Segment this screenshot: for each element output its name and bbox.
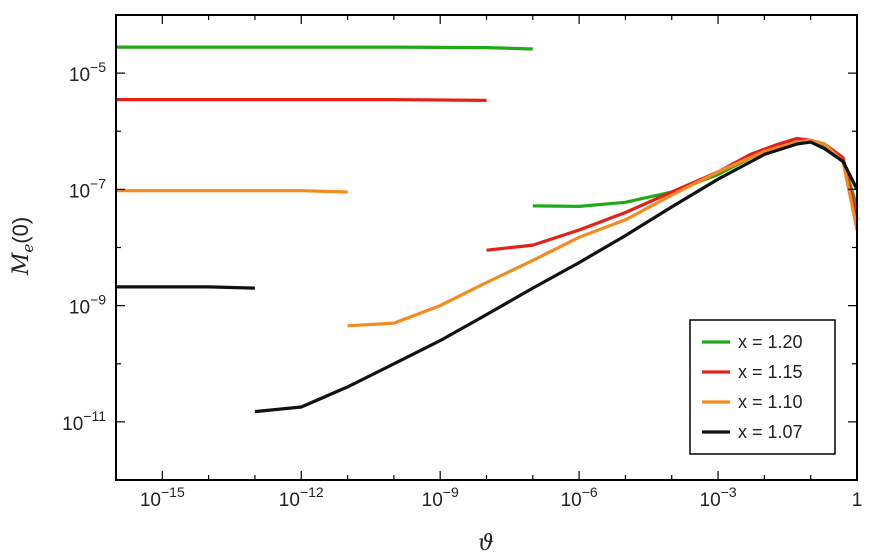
y-tick-label: 10−5 xyxy=(69,59,106,86)
legend: x = 1.20 x = 1.15 x = 1.10 x = 1.07 xyxy=(689,319,836,455)
series-line-1-segment-0 xyxy=(116,98,487,102)
svg-text:Me(0): Me(0) xyxy=(8,217,37,276)
legend-label: x = 1.07 xyxy=(738,422,803,442)
x-tick-label: 10−3 xyxy=(700,484,737,511)
legend-label: x = 1.15 xyxy=(738,362,803,382)
ticks-layer xyxy=(115,14,858,481)
y-tick-label: 10−9 xyxy=(69,292,106,319)
x-tick-label: 1 xyxy=(852,490,863,511)
tick-labels: 10−15 10−12 10−9 10−6 10−3 1 10−11 10−9 10−7 10−5 xyxy=(62,59,862,511)
x-axis-title: ϑ xyxy=(478,531,494,556)
y-axis-title: Me(0) xyxy=(8,217,37,276)
legend-label: x = 1.20 xyxy=(738,332,803,352)
series-line-3-segment-0 xyxy=(116,285,255,290)
series-line-0-segment-0 xyxy=(116,45,533,51)
series-line-2-segment-1 xyxy=(347,138,859,328)
x-tick-label: 10−9 xyxy=(422,484,459,511)
series-line-0-segment-1 xyxy=(532,138,859,208)
y-tick-label: 10−7 xyxy=(69,175,106,202)
y-tick-label: 10−11 xyxy=(62,408,106,435)
series-layer xyxy=(116,45,859,414)
x-tick-label: 10−12 xyxy=(279,484,324,511)
x-tick-label: 10−6 xyxy=(561,484,598,511)
series-line-2-segment-0 xyxy=(116,189,348,194)
series-line-3-segment-1 xyxy=(254,140,859,414)
x-tick-label: 10−15 xyxy=(140,484,185,511)
legend-label: x = 1.10 xyxy=(738,392,803,412)
